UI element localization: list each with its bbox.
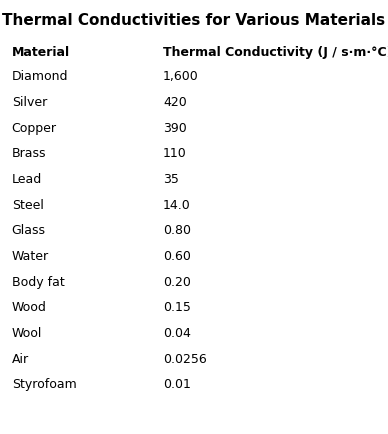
Text: Lead: Lead (12, 173, 42, 186)
Text: Glass: Glass (12, 224, 46, 237)
Text: Diamond: Diamond (12, 70, 68, 83)
Text: 0.04: 0.04 (163, 326, 191, 339)
Text: 420: 420 (163, 96, 187, 109)
Text: 390: 390 (163, 122, 187, 135)
Text: 110: 110 (163, 147, 187, 160)
Text: Thermal Conductivities for Various Materials: Thermal Conductivities for Various Mater… (2, 13, 386, 28)
Text: Thermal Conductivity (J / s·m·°C): Thermal Conductivity (J / s·m·°C) (163, 46, 388, 59)
Text: Air: Air (12, 352, 29, 365)
Text: Brass: Brass (12, 147, 46, 160)
Text: Material: Material (12, 46, 70, 59)
Text: 0.0256: 0.0256 (163, 352, 207, 365)
Text: 1,600: 1,600 (163, 70, 199, 83)
Text: 14.0: 14.0 (163, 198, 191, 211)
Text: 0.20: 0.20 (163, 275, 191, 288)
Text: Wool: Wool (12, 326, 42, 339)
Text: Body fat: Body fat (12, 275, 64, 288)
Text: 0.15: 0.15 (163, 301, 191, 314)
Text: Water: Water (12, 250, 49, 263)
Text: Copper: Copper (12, 122, 57, 135)
Text: Silver: Silver (12, 96, 47, 109)
Text: Steel: Steel (12, 198, 43, 211)
Text: 0.01: 0.01 (163, 378, 191, 391)
Text: Styrofoam: Styrofoam (12, 378, 76, 391)
Text: Wood: Wood (12, 301, 47, 314)
Text: 0.80: 0.80 (163, 224, 191, 237)
Text: 0.60: 0.60 (163, 250, 191, 263)
Text: 35: 35 (163, 173, 179, 186)
